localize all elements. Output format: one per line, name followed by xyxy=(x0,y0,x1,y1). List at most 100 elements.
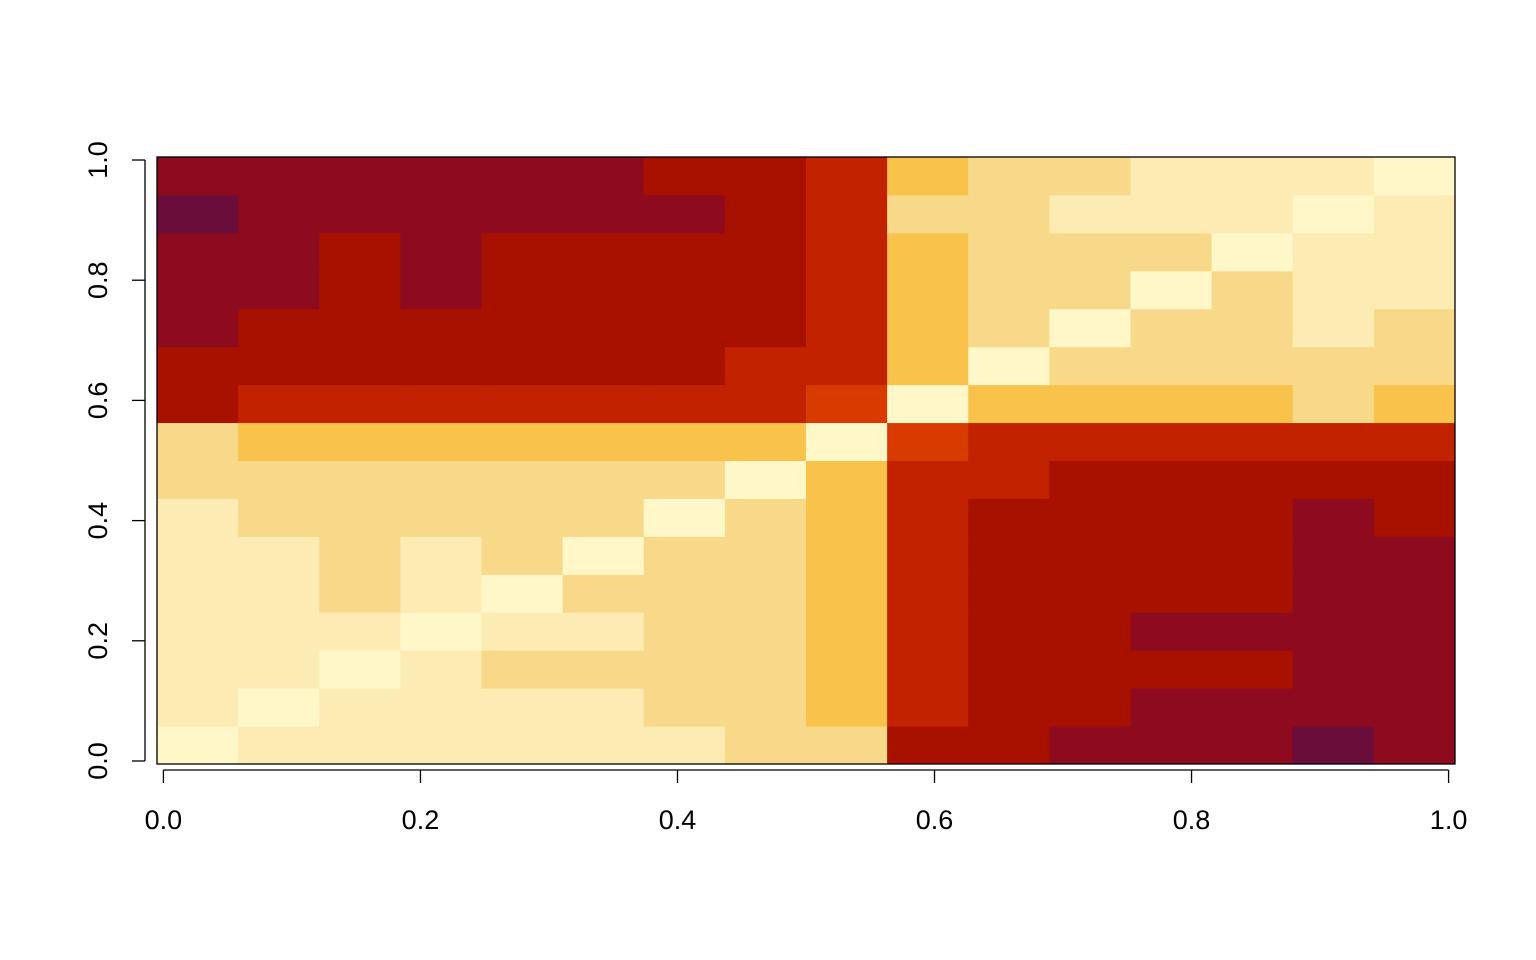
heatmap-cell xyxy=(481,157,564,196)
heatmap-cell xyxy=(1211,157,1294,196)
heatmap-cell xyxy=(643,157,726,196)
heatmap-cell xyxy=(1049,270,1131,310)
heatmap-cell xyxy=(481,308,564,348)
y-tick-label: 0.6 xyxy=(83,382,113,420)
heatmap-cell xyxy=(238,270,320,310)
y-tick-label: 0.4 xyxy=(83,502,113,540)
heatmap-cell xyxy=(806,194,888,234)
heatmap-cell xyxy=(643,460,726,499)
heatmap-cell xyxy=(806,308,888,348)
heatmap-cell xyxy=(1130,536,1213,575)
heatmap-cell xyxy=(1373,536,1456,575)
heatmap-cell xyxy=(1373,726,1456,765)
heatmap-cell xyxy=(806,384,888,424)
heatmap-cell xyxy=(1130,650,1213,689)
heatmap-cell xyxy=(1292,384,1375,424)
heatmap-cell xyxy=(481,384,564,424)
heatmap-cell xyxy=(562,157,645,196)
heatmap-cell xyxy=(887,612,969,651)
heatmap-cell xyxy=(157,384,239,424)
heatmap-cell xyxy=(400,460,482,499)
heatmap-cell xyxy=(562,460,645,499)
heatmap-cell xyxy=(887,157,969,196)
heatmap-cell xyxy=(1211,498,1294,537)
heatmap-cell xyxy=(481,536,564,575)
heatmap-cell xyxy=(1130,726,1213,765)
heatmap-cell xyxy=(724,536,807,575)
heatmap-cell xyxy=(643,612,726,651)
heatmap-cell xyxy=(1373,650,1456,689)
heatmap-cell xyxy=(1130,270,1213,310)
heatmap-cell xyxy=(1130,422,1213,461)
heatmap-cell xyxy=(1211,726,1294,765)
heatmap-cell xyxy=(887,232,969,272)
heatmap-cell xyxy=(1049,194,1131,234)
heatmap-cell xyxy=(1130,574,1213,613)
x-tick-label: 0.8 xyxy=(1173,805,1211,835)
x-tick-label: 0.6 xyxy=(916,805,954,835)
heatmap-cell xyxy=(562,688,645,727)
heatmap-cell xyxy=(1049,574,1131,613)
heatmap-cell xyxy=(1292,460,1375,499)
heatmap-cell xyxy=(1130,498,1213,537)
heatmap-cell xyxy=(643,308,726,348)
heatmap-cell xyxy=(400,612,482,651)
heatmap-cell xyxy=(238,612,320,651)
heatmap-cell xyxy=(319,270,401,310)
heatmap-cell xyxy=(400,346,482,386)
heatmap-cell xyxy=(1211,232,1294,272)
heatmap-cell xyxy=(1373,384,1456,424)
heatmap-cell xyxy=(1373,270,1456,310)
heatmap-cell xyxy=(238,688,320,727)
heatmap-cell xyxy=(481,346,564,386)
heatmap-cell xyxy=(481,460,564,499)
heatmap-cell xyxy=(562,650,645,689)
heatmap-cell xyxy=(157,726,239,765)
heatmap-cell xyxy=(1292,498,1375,537)
heatmap-cell xyxy=(968,422,1050,461)
heatmap-cell xyxy=(562,194,645,234)
heatmap-cell xyxy=(643,688,726,727)
heatmap-cell xyxy=(481,232,564,272)
heatmap-cell xyxy=(1049,308,1131,348)
heatmap-cell xyxy=(887,498,969,537)
heatmap-cell xyxy=(562,612,645,651)
heatmap-cell xyxy=(319,422,401,461)
heatmap-cell xyxy=(1049,650,1131,689)
heatmap-cell xyxy=(1292,422,1375,461)
heatmap-cell xyxy=(319,650,401,689)
heatmap-cell xyxy=(481,498,564,537)
heatmap-cell xyxy=(1211,384,1294,424)
heatmap-cell xyxy=(1211,308,1294,348)
heatmap-cell xyxy=(887,270,969,310)
heatmap-cell xyxy=(400,688,482,727)
heatmap-cell xyxy=(724,460,807,499)
heatmap-cell xyxy=(1211,536,1294,575)
heatmap-cell xyxy=(968,308,1050,348)
heatmap-cell xyxy=(1130,232,1213,272)
heatmap-cell xyxy=(1049,157,1131,196)
heatmap-cell xyxy=(1292,536,1375,575)
heatmap-cell xyxy=(238,232,320,272)
heatmap-cell xyxy=(238,460,320,499)
heatmap-cell xyxy=(400,308,482,348)
heatmap-cell xyxy=(238,384,320,424)
heatmap-cell xyxy=(157,157,239,196)
heatmap-cell xyxy=(319,498,401,537)
heatmap-cell xyxy=(1373,346,1456,386)
heatmap-cell xyxy=(1211,612,1294,651)
heatmap-cell xyxy=(724,726,807,765)
heatmap-cell xyxy=(887,308,969,348)
heatmap-cell xyxy=(238,194,320,234)
heatmap-cell xyxy=(1373,688,1456,727)
heatmap-cell xyxy=(157,574,239,613)
heatmap-cell xyxy=(643,726,726,765)
heatmap-cell xyxy=(643,650,726,689)
x-tick-label: 1.0 xyxy=(1430,805,1468,835)
heatmap-cell xyxy=(724,498,807,537)
heatmap-cell xyxy=(643,498,726,537)
heatmap-cell xyxy=(968,232,1050,272)
heatmap-cell xyxy=(400,574,482,613)
heatmap-cell xyxy=(1373,460,1456,499)
heatmap-cell xyxy=(643,574,726,613)
